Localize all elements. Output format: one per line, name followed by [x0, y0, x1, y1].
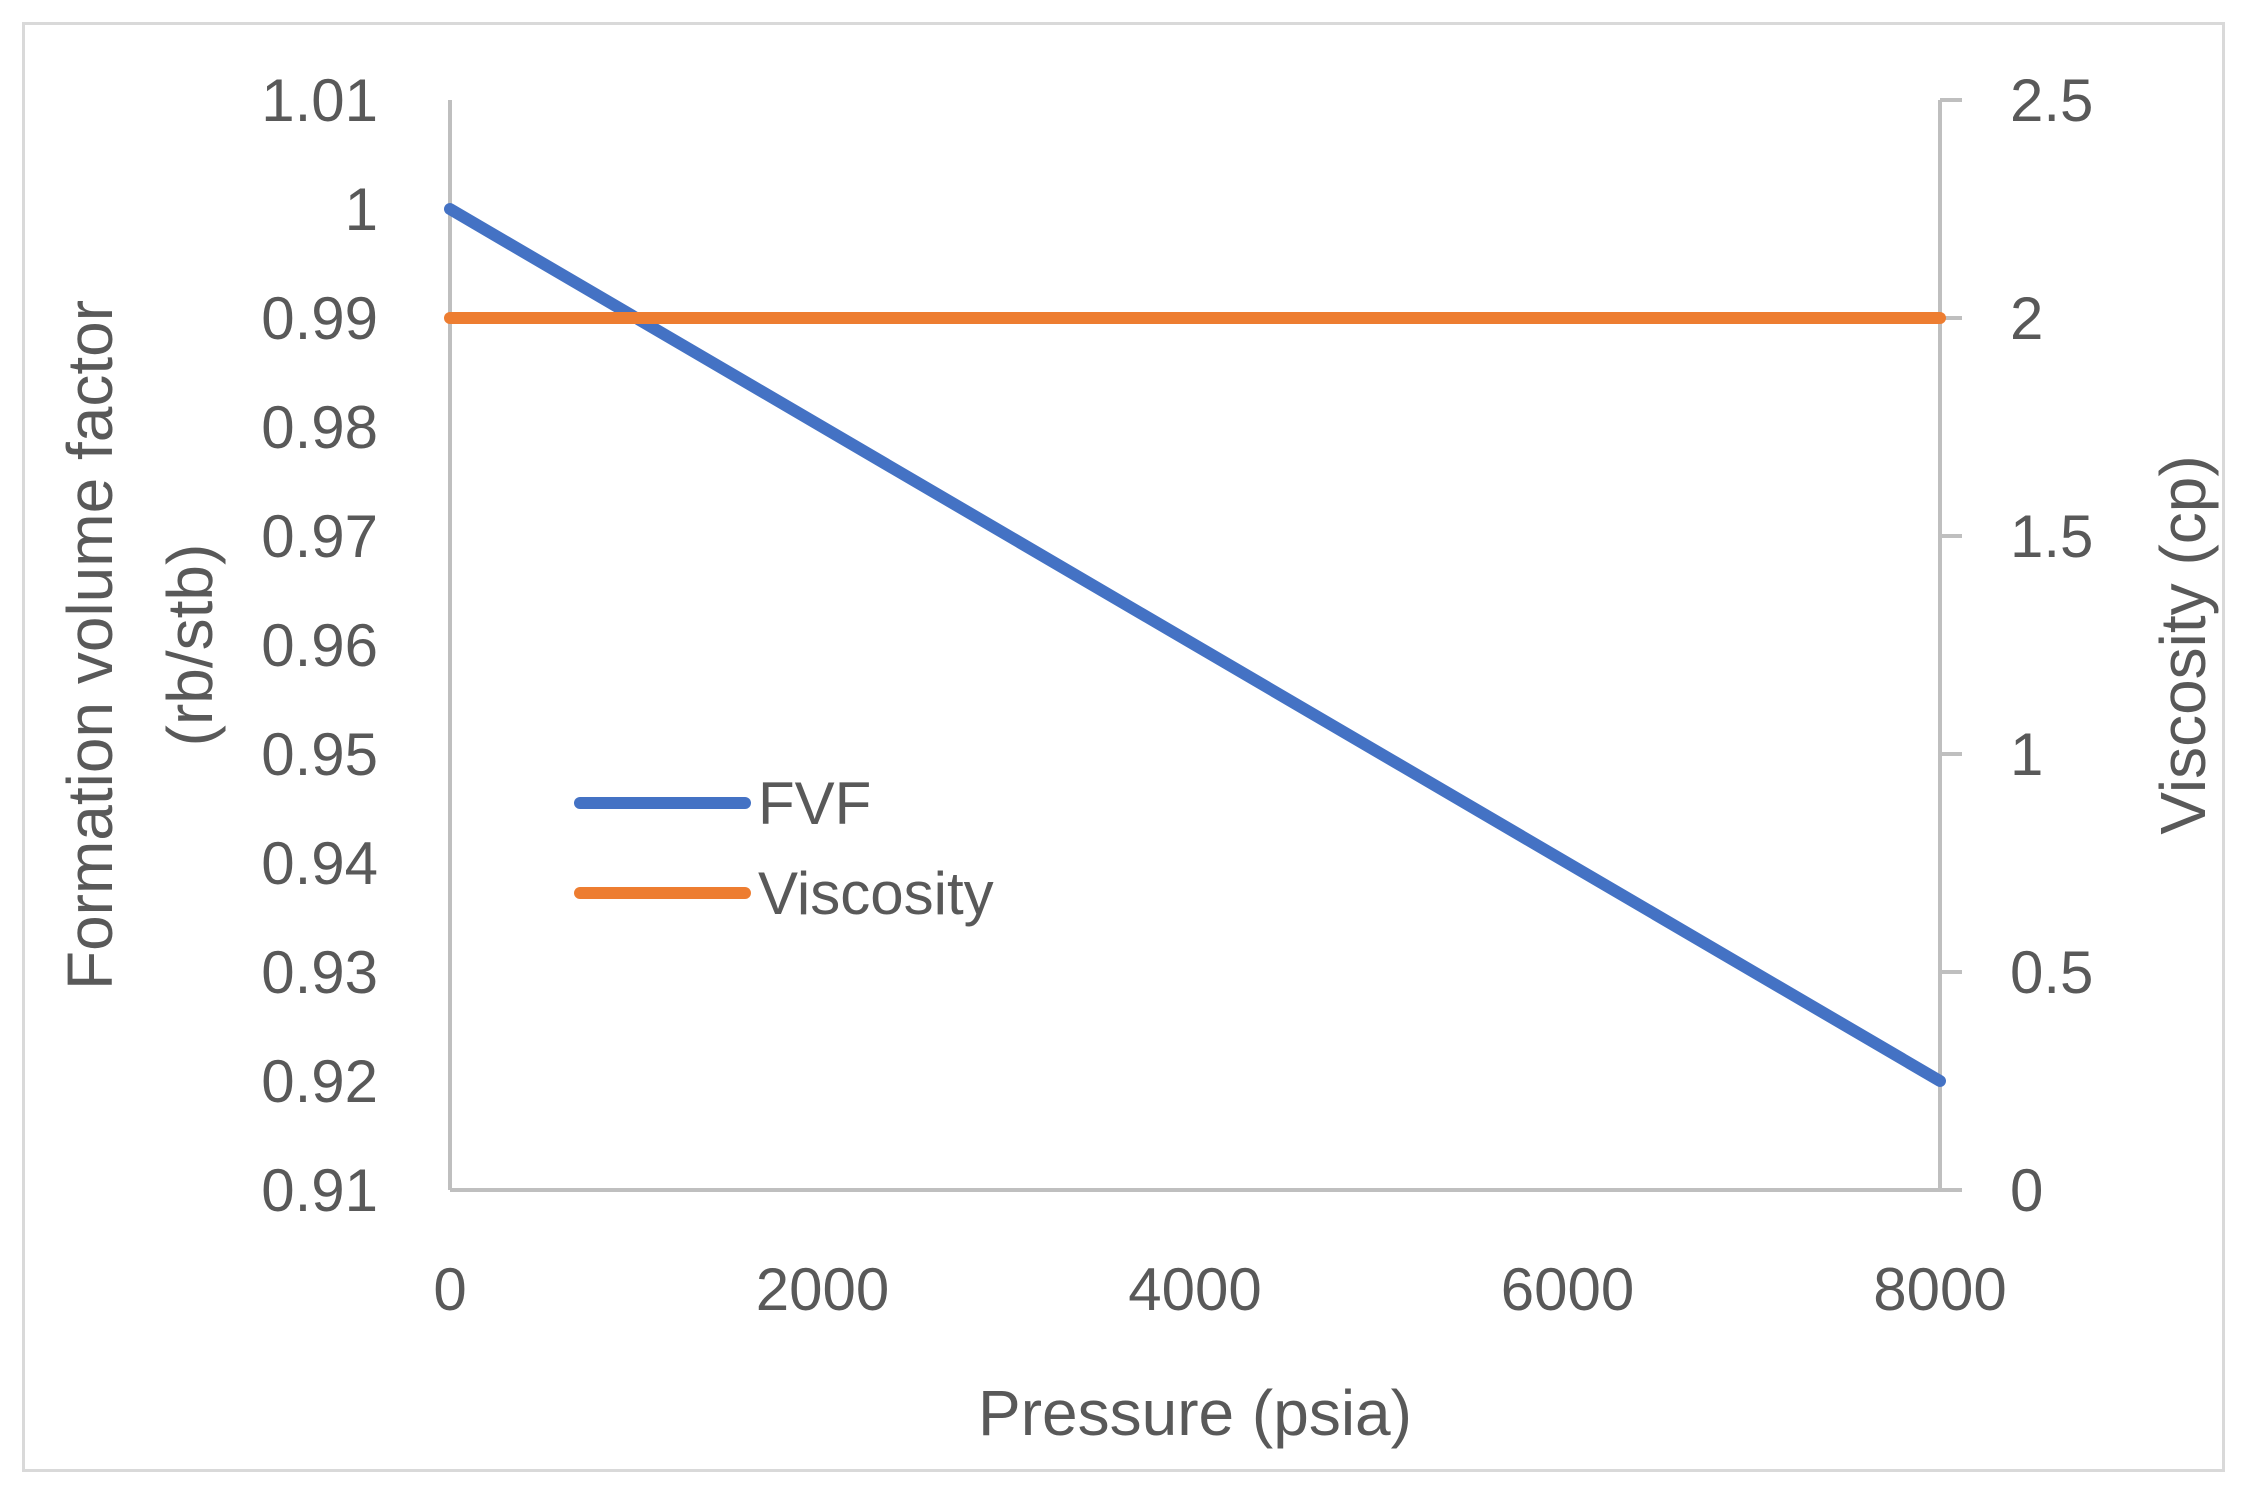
left-y-axis-title-line1: Formation volume factor [54, 300, 126, 990]
left-y-tick-label: 1 [345, 176, 378, 243]
left-y-tick-label: 0.99 [261, 285, 378, 352]
right-y-tick-label: 1 [2010, 721, 2043, 788]
right-y-tick-label: 0.5 [2010, 939, 2093, 1006]
left-y-tick-label: 0.95 [261, 721, 378, 788]
x-tick-labels: 0 2000 4000 6000 8000 [433, 1256, 2006, 1323]
chart-frame [22, 22, 2225, 1472]
x-tick-label: 2000 [756, 1256, 889, 1323]
series-line-fvf [444, 203, 1946, 1087]
left-y-tick-label: 1.01 [261, 67, 378, 134]
x-axis-title: Pressure (psia) [978, 1377, 1412, 1449]
right-y-tick-label: 2 [2010, 285, 2043, 352]
x-tick-label: 4000 [1128, 1256, 1261, 1323]
right-y-axis-title: Viscosity (cp) [2147, 455, 2219, 834]
legend-label-fvf: FVF [758, 770, 871, 837]
left-y-tick-label: 0.93 [261, 939, 378, 1006]
right-y-tick-labels: 0 0.5 1 1.5 2 2.5 [2010, 67, 2093, 1224]
left-y-tick-labels: 0.91 0.92 0.93 0.94 0.95 0.96 0.97 0.98 0.99 1 1.0… [261, 67, 378, 1224]
x-tick-label: 0 [433, 1256, 466, 1323]
series-lines [444, 203, 1946, 1087]
right-y-tick-marks [1940, 98, 1962, 1192]
x-tick-label: 6000 [1501, 1256, 1634, 1323]
left-y-tick-label: 0.92 [261, 1048, 378, 1115]
right-y-tick-label: 1.5 [2010, 503, 2093, 570]
left-y-tick-label: 0.94 [261, 830, 378, 897]
left-y-tick-label: 0.98 [261, 394, 378, 461]
left-y-tick-label: 0.96 [261, 612, 378, 679]
left-y-tick-label: 0.97 [261, 503, 378, 570]
left-y-tick-label: 0.91 [261, 1157, 378, 1224]
left-y-axis-title-line2: (rb/stb) [154, 544, 226, 747]
x-tick-label: 8000 [1873, 1256, 2006, 1323]
right-y-tick-label: 0 [2010, 1157, 2043, 1224]
legend: FVF Viscosity [574, 770, 994, 927]
legend-label-viscosity: Viscosity [758, 860, 994, 927]
right-y-tick-label: 2.5 [2010, 67, 2093, 134]
